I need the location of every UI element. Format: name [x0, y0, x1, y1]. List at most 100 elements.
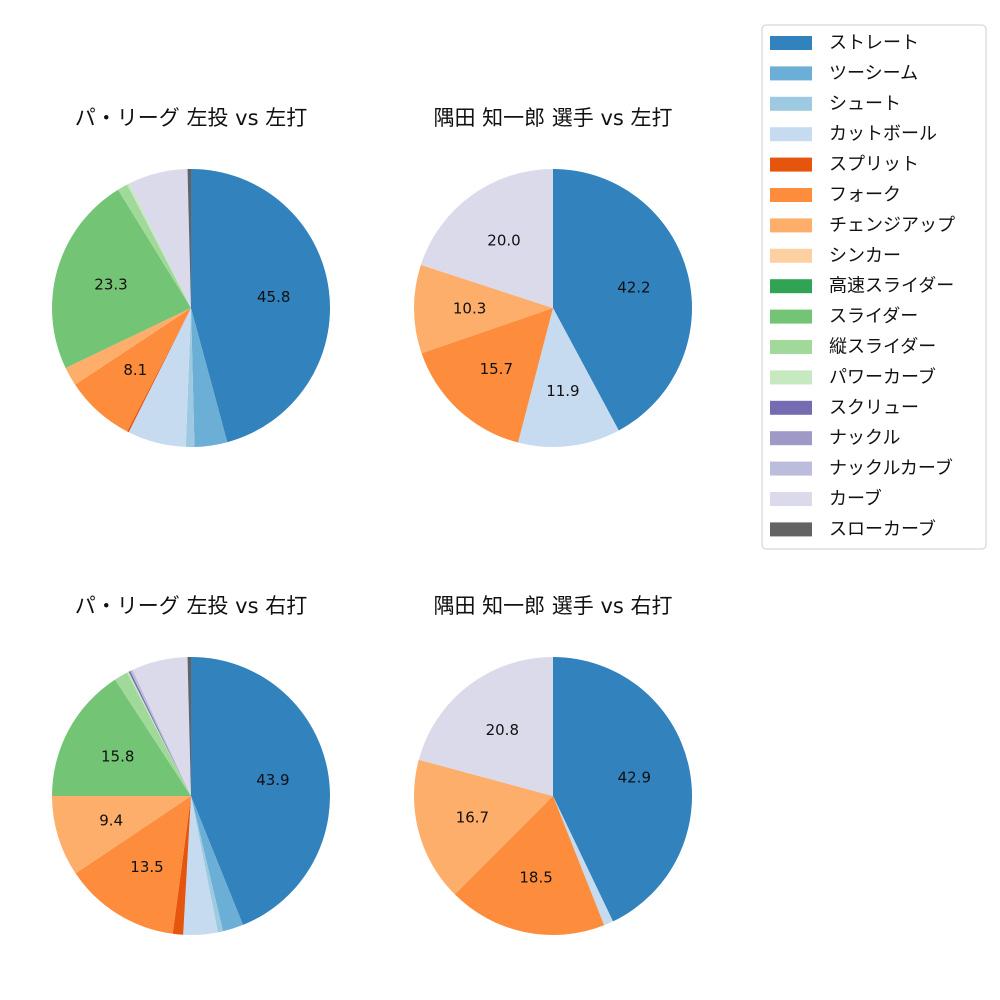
- legend-swatch: [770, 309, 812, 324]
- slice-percent-label: 11.9: [546, 382, 579, 400]
- pie-slice: [421, 308, 553, 443]
- pie-slice: [75, 796, 191, 934]
- legend-label: カーブ: [829, 488, 882, 510]
- slice-percent-label: 42.9: [618, 769, 651, 787]
- pie-slice: [553, 169, 692, 431]
- slice-percent-label: 20.8: [486, 721, 519, 739]
- pie-panel-top-left: パ・リーグ 左投 vs 左打 45.8 8.1 23.3: [51, 106, 331, 448]
- pie-slice: [553, 656, 693, 922]
- pie-title: パ・リーグ 左投 vs 左打: [75, 106, 307, 130]
- pie-panel-top-right: 隅田 知一郎 選手 vs 左打 42.2 11.9 15.7 10.3 20.0: [414, 106, 692, 447]
- pie-panel-bottom-left: パ・リーグ 左投 vs 右打 43.9 13.5 9.4 15.8: [52, 594, 330, 936]
- slice-percent-label: 13.5: [130, 858, 163, 876]
- legend-frame: [761, 24, 987, 550]
- slice-percent-label: 45.8: [257, 288, 290, 306]
- pie-slice: [51, 189, 192, 368]
- pie-slice: [413, 759, 553, 895]
- pie-slice: [172, 796, 191, 935]
- legend-swatch: [770, 370, 812, 385]
- pie-slice: [191, 796, 224, 933]
- pie-slice: [128, 308, 191, 447]
- slice-percent-label: 43.9: [256, 771, 289, 789]
- legend-items: ストレートツーシームシュートカットボールスプリットフォークチェンジアップシンカー…: [770, 33, 955, 540]
- legend-swatch: [770, 248, 812, 263]
- legend-swatch: [770, 218, 812, 233]
- pie-slice: [129, 169, 191, 308]
- pie-slice: [52, 796, 191, 874]
- legend-label: シュート: [829, 93, 901, 114]
- slice-percent-label: 10.3: [453, 300, 486, 318]
- legend-label: スプリット: [829, 154, 919, 175]
- pie-title: 隅田 知一郎 選手 vs 左打: [433, 106, 672, 130]
- pie-slice: [191, 796, 243, 932]
- legend-label: パワーカーブ: [829, 366, 936, 388]
- legend-label: 高速スライダー: [829, 276, 954, 297]
- pie-slice: [187, 656, 191, 796]
- legend-label: ストレート: [829, 33, 919, 54]
- legend-label: スローカーブ: [829, 518, 936, 540]
- legend-swatch: [770, 36, 812, 50]
- slice-percent-label: 8.1: [123, 361, 147, 379]
- slice-percent-label: 15.8: [101, 747, 134, 765]
- pie-slice: [191, 308, 228, 447]
- legend-label: スライダー: [829, 306, 918, 327]
- pie-slice: [65, 308, 191, 385]
- pie-slice: [191, 657, 330, 925]
- slice-percent-label: 15.7: [480, 360, 513, 378]
- pie-slice: [75, 308, 191, 432]
- slice-percent-label: 20.0: [487, 232, 520, 250]
- legend-label: ナックル: [829, 428, 900, 449]
- pie-slice: [52, 679, 191, 796]
- legend-label: ナックルカーブ: [829, 457, 953, 479]
- pie-slice: [191, 169, 331, 443]
- pie-panel-bottom-right: 隅田 知一郎 選手 vs 右打 42.9 18.5 16.7 20.8: [413, 594, 693, 936]
- pie-slice: [127, 183, 191, 308]
- legend-swatch: [770, 279, 812, 294]
- pie-chart: 42.2 11.9 15.7 10.3 20.0: [414, 169, 692, 447]
- slice-percent-label: 23.3: [94, 276, 127, 294]
- slice-percent-label: 18.5: [519, 869, 552, 887]
- legend-label: 縦スライダー: [829, 337, 936, 358]
- legend-swatch: [770, 66, 812, 81]
- slice-percent-label: 9.4: [99, 811, 123, 829]
- legend-swatch: [770, 461, 812, 476]
- legend-label: カットボール: [829, 124, 937, 145]
- pie-slice: [132, 657, 191, 796]
- legend-swatch: [770, 492, 812, 506]
- pie-chart: 43.9 13.5 9.4 15.8: [52, 656, 330, 936]
- legend-swatch: [770, 188, 812, 202]
- pie-slice: [127, 308, 191, 433]
- legend: ストレートツーシームシュートカットボールスプリットフォークチェンジアップシンカー…: [761, 24, 987, 550]
- pie-slice: [127, 671, 191, 796]
- legend-swatch: [770, 127, 812, 142]
- legend-swatch: [770, 522, 812, 537]
- pie-slice: [115, 672, 191, 796]
- pie-title: パ・リーグ 左投 vs 右打: [75, 594, 307, 618]
- pie-slice: [118, 184, 191, 308]
- pie-slice: [130, 669, 191, 796]
- legend-label: ツーシーム: [829, 63, 918, 84]
- legend-swatch: [770, 340, 812, 354]
- pie-slice: [553, 796, 613, 926]
- pie-slice: [420, 169, 553, 308]
- pie-slice: [414, 264, 553, 354]
- legend-label: チェンジアップ: [829, 215, 955, 236]
- pie-slice: [183, 796, 218, 936]
- legend-swatch: [770, 96, 812, 111]
- pie-slice: [454, 796, 605, 936]
- slice-percent-label: 42.2: [617, 279, 650, 297]
- pie-slice: [418, 656, 553, 796]
- legend-label: シンカー: [829, 245, 901, 266]
- legend-swatch: [770, 431, 812, 446]
- pie-slice: [518, 308, 619, 447]
- legend-swatch: [770, 157, 812, 172]
- pie-slice: [128, 670, 191, 796]
- pie-chart: 42.9 18.5 16.7 20.8: [413, 656, 693, 936]
- legend-label: フォーク: [829, 185, 901, 206]
- pie-title: 隅田 知一郎 選手 vs 右打: [433, 594, 672, 618]
- legend-swatch: [770, 400, 812, 415]
- pie-slice: [187, 168, 191, 308]
- pie-slice: [185, 308, 195, 448]
- slice-percent-label: 16.7: [456, 809, 489, 827]
